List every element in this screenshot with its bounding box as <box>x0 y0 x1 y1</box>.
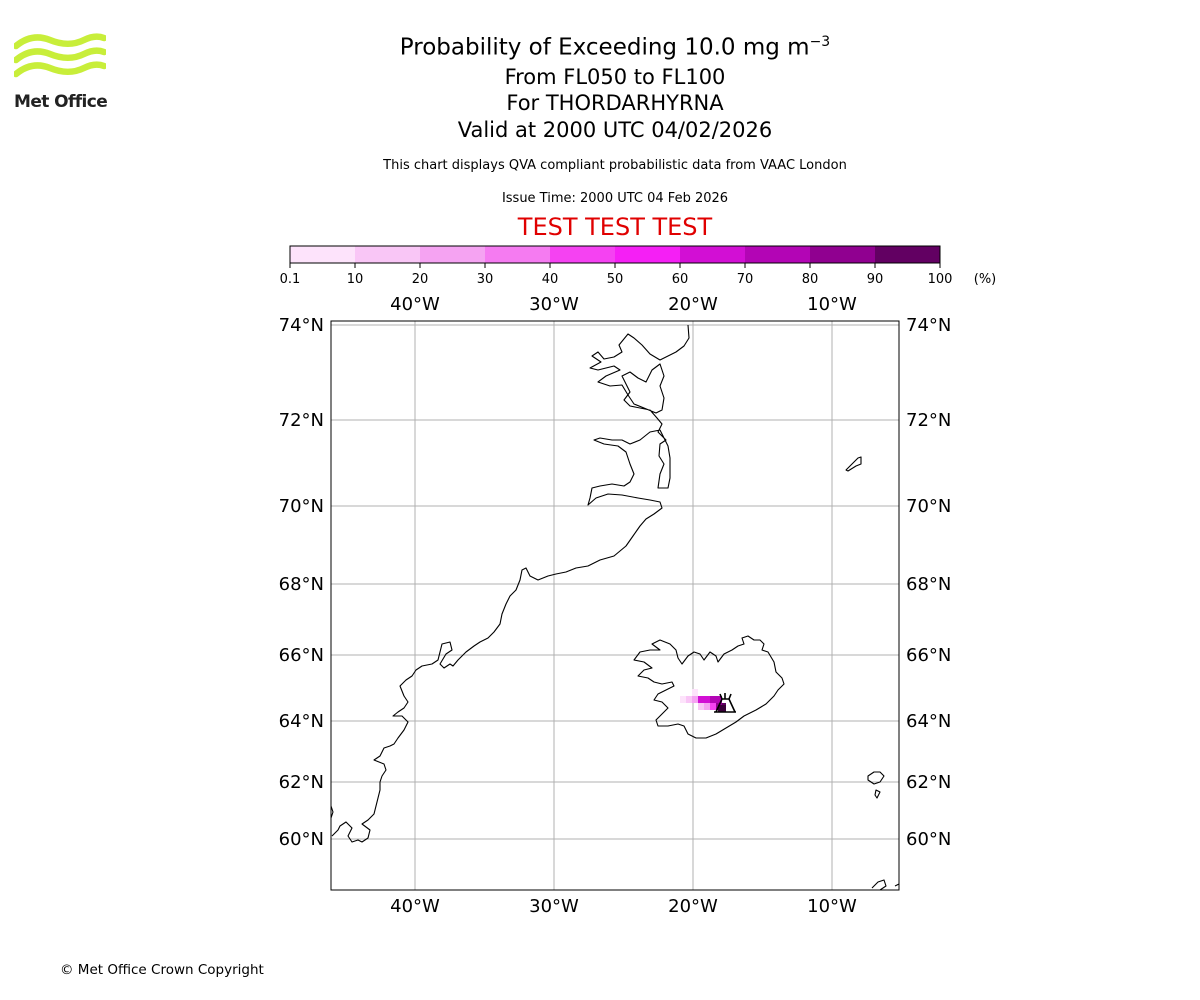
colorbar-tick-label: 70 <box>737 272 754 287</box>
lat-label-right: 66°N <box>906 645 951 666</box>
lat-label-right: 74°N <box>906 315 951 336</box>
colorbar-tick-label: 90 <box>867 272 884 287</box>
map-frame <box>330 320 900 891</box>
colorbar-tick-label: 60 <box>672 272 689 287</box>
colorbar-tick-label: 30 <box>477 272 494 287</box>
valid-time: Valid at 2000 UTC 04/02/2026 <box>457 117 773 142</box>
chart-title: Probability of Exceeding 10.0 mg m−3 <box>399 34 831 61</box>
colorbar-segment <box>745 246 811 263</box>
lon-label-bottom: 30°W <box>529 896 579 917</box>
colorbar-tick-label: 40 <box>542 272 559 287</box>
lat-label-right: 72°N <box>906 410 951 431</box>
lat-label-left: 70°N <box>279 496 324 517</box>
ash-probability-field <box>680 689 726 712</box>
lat-label-right: 70°N <box>906 496 951 517</box>
logo-text: Met Office <box>14 92 108 112</box>
lat-label-left: 62°N <box>279 772 324 793</box>
flight-level-range: From FL050 to FL100 <box>504 64 726 89</box>
lat-label-right: 62°N <box>906 772 951 793</box>
colorbar-tick-label: 80 <box>802 272 819 287</box>
faroe-islands-coastline <box>867 771 885 799</box>
issue-time: Issue Time: 2000 UTC 04 Feb 2026 <box>501 191 729 206</box>
colorbar-segment <box>485 246 551 263</box>
lat-label-right: 60°N <box>906 829 951 850</box>
volcano-marker-icon <box>714 693 736 713</box>
jan-mayen-coastline <box>845 456 862 472</box>
wave-logo-icon <box>14 33 106 78</box>
colorbar-tick-label: 0.1 <box>280 272 301 287</box>
test-banner: TEST TEST TEST <box>517 213 713 241</box>
lon-label-top: 30°W <box>529 294 579 315</box>
lat-label-right: 64°N <box>906 711 951 732</box>
colorbar-tick-label: 50 <box>607 272 624 287</box>
lon-label-top: 20°W <box>668 294 718 315</box>
lon-label-bottom: 10°W <box>807 896 857 917</box>
lat-label-left: 60°N <box>279 829 324 850</box>
lat-label-left: 72°N <box>279 410 324 431</box>
colorbar-tick-label: 100 <box>928 272 953 287</box>
colorbar <box>290 246 941 263</box>
colorbar-segment <box>875 246 941 263</box>
lon-label-bottom: 20°W <box>668 896 718 917</box>
lon-label-top: 10°W <box>807 294 857 315</box>
lat-label-right: 68°N <box>906 574 951 595</box>
greenland-coastline <box>331 324 690 843</box>
data-source-note: This chart displays QVA compliant probab… <box>383 158 847 173</box>
copyright-notice: © Met Office Crown Copyright <box>60 962 264 978</box>
colorbar-segment <box>615 246 681 263</box>
met-office-logo: Met Office <box>14 30 108 112</box>
colorbar-segment <box>810 246 876 263</box>
lat-label-left: 66°N <box>279 645 324 666</box>
colorbar-tick-label: 20 <box>412 272 429 287</box>
colorbar-unit: (%) <box>974 272 997 287</box>
colorbar-tick-label: 10 <box>347 272 364 287</box>
lat-label-left: 64°N <box>279 711 324 732</box>
scotland-coastline <box>871 879 899 890</box>
lon-label-top: 40°W <box>390 294 440 315</box>
graticule <box>331 321 899 890</box>
axis-labels: 40°W 30°W 20°W 10°W 40°W 30°W 20°W 10°W … <box>279 294 952 917</box>
colorbar-segment <box>355 246 421 263</box>
colorbar-segment <box>550 246 616 263</box>
colorbar-ticks: 0.1 10 20 30 40 50 60 70 80 90 100 <box>280 263 953 287</box>
colorbar-segment <box>680 246 746 263</box>
iceland-coastline <box>633 635 785 739</box>
colorbar-segment <box>290 246 356 263</box>
chart-title-block: Probability of Exceeding 10.0 mg m−3 Fro… <box>0 26 1200 143</box>
map-area <box>331 321 899 890</box>
volcano-name: For THORDARHYRNA <box>506 91 724 116</box>
lon-label-bottom: 40°W <box>390 896 440 917</box>
lat-label-left: 74°N <box>279 315 324 336</box>
colorbar-segment <box>420 246 486 263</box>
greenland-coastline-south <box>331 805 334 819</box>
lat-label-left: 68°N <box>279 574 324 595</box>
